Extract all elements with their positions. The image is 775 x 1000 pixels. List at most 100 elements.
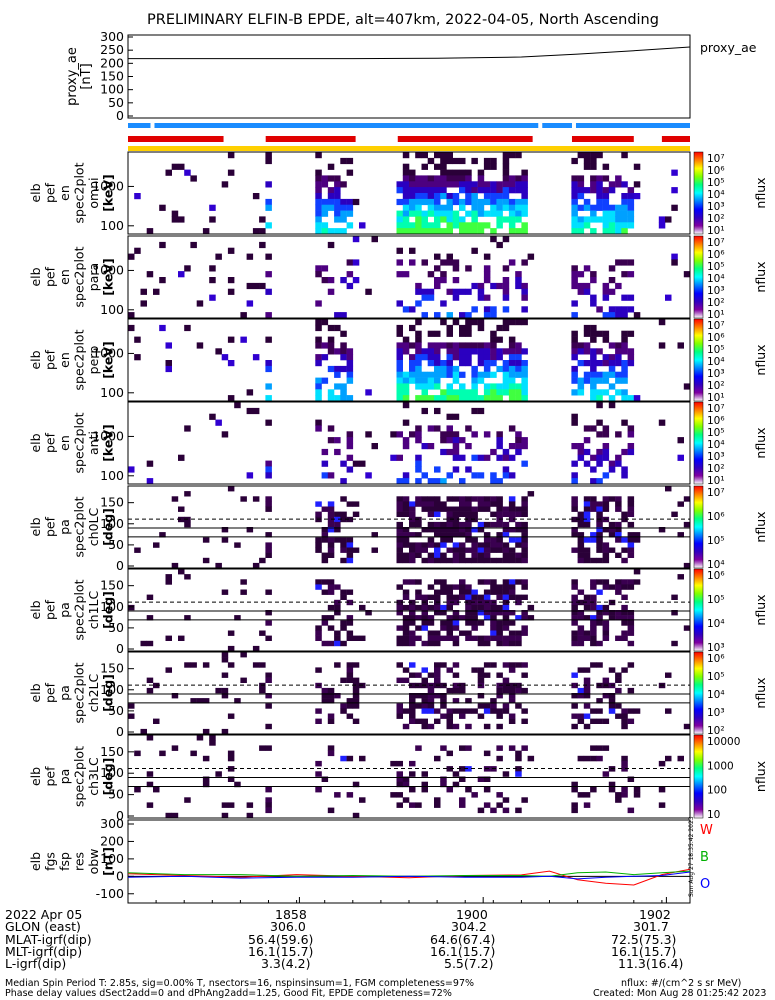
spectrogram-cell xyxy=(465,723,472,730)
spectrogram-cell xyxy=(583,377,591,384)
spectrogram-cell xyxy=(321,460,329,467)
spectrogram-cell xyxy=(496,755,503,762)
spectrogram-cell xyxy=(496,557,503,564)
panel-ylabel: para xyxy=(86,263,101,291)
spectrogram-cell xyxy=(434,210,441,217)
spectrogram-cell xyxy=(346,635,354,641)
spectrogram-cell xyxy=(521,610,528,616)
spectrogram-cell xyxy=(477,703,485,709)
spectrogram-cell xyxy=(184,615,191,621)
spectrogram-cell xyxy=(415,802,422,808)
spectrogram-cell xyxy=(234,781,241,788)
spectrogram-cell xyxy=(346,282,354,290)
spectrogram-cell xyxy=(571,713,578,719)
spectrogram-cell xyxy=(590,181,597,188)
spectrogram-cell xyxy=(409,599,416,606)
spectrogram-cell xyxy=(434,222,441,229)
spectrogram-cell xyxy=(315,228,322,235)
spectrogram-cell xyxy=(415,703,422,709)
spectrogram-cell xyxy=(615,342,622,349)
spectrogram-cell xyxy=(252,407,260,415)
spectrogram-cell xyxy=(571,265,578,272)
panel-ylabel: pef xyxy=(43,682,58,703)
spectrogram-cell xyxy=(596,187,603,194)
spectrogram-cell xyxy=(327,342,335,349)
spectrogram-cell xyxy=(471,395,478,402)
spectrogram-cell xyxy=(171,163,179,170)
spectrogram-cell xyxy=(577,610,585,616)
spectrogram-cell xyxy=(571,193,578,200)
spectrogram-cell xyxy=(434,589,441,595)
spectrogram-cell xyxy=(334,640,341,647)
spectrogram-cell xyxy=(571,312,578,319)
spectrogram-cell xyxy=(508,594,516,600)
spectrogram-cell xyxy=(596,371,603,378)
proxy-ytick-label: 250 xyxy=(100,42,124,57)
fgs-legend-O: O xyxy=(700,877,710,892)
spectrogram-cell xyxy=(346,547,354,553)
spectrogram-cell xyxy=(583,265,591,272)
spectrogram-cell xyxy=(446,175,453,182)
energy-ytick-label: 100 xyxy=(100,468,124,483)
spectrogram-cell xyxy=(627,506,635,512)
spectrogram-cell xyxy=(483,348,491,355)
spectrogram-cell xyxy=(627,547,635,553)
spectrogram-cell xyxy=(621,210,628,217)
spectrogram-cell xyxy=(346,354,354,361)
spectrogram-cell xyxy=(471,247,478,254)
spectrogram-cell xyxy=(621,216,628,223)
spectrogram-cell xyxy=(471,431,478,438)
spectrogram-cell xyxy=(421,542,428,548)
spectrogram-cell xyxy=(571,348,578,355)
colorbar-tick-label: 10¹ xyxy=(707,392,725,404)
spectrogram-cell xyxy=(315,271,322,278)
spectrogram-cell xyxy=(608,667,616,673)
spectrogram-cell xyxy=(321,557,329,564)
spectrogram-cell xyxy=(577,187,585,194)
spectrogram-cell xyxy=(471,371,478,378)
spectrogram-cell xyxy=(583,635,591,641)
spectrogram-cell xyxy=(146,640,154,647)
colorbar-tick-label: 10³ xyxy=(707,707,725,719)
spectrogram-cell xyxy=(327,718,335,724)
spectrogram-cell xyxy=(477,222,485,229)
spectrogram-cell xyxy=(396,271,403,278)
spectrogram-cell xyxy=(409,377,416,384)
spectrogram-cell xyxy=(265,360,272,367)
spectrogram-cell xyxy=(483,163,491,170)
spectrogram-cell xyxy=(396,713,403,719)
panel-ylabel: en xyxy=(57,435,72,451)
spectrogram-frame xyxy=(127,151,691,235)
panel-ylabel: pef xyxy=(43,599,58,620)
spectrogram-cell xyxy=(459,187,466,194)
spectrogram-cell xyxy=(409,802,416,808)
spectrogram-cell xyxy=(434,466,441,473)
spectrogram-cell xyxy=(465,604,472,611)
spectrogram-cell xyxy=(321,620,329,626)
spectrogram-cell xyxy=(577,271,585,278)
spectrogram-cell xyxy=(346,377,354,384)
panel-ylabel: spec2plot xyxy=(72,579,87,640)
spectrogram-cell xyxy=(346,620,354,626)
spectrogram-cell xyxy=(452,682,460,689)
spectrogram-cell xyxy=(321,589,329,595)
spectrogram-cell xyxy=(409,511,416,517)
spectrogram-cell xyxy=(315,389,322,396)
spectrogram-cell xyxy=(415,460,422,467)
panel-ylabel: spec2plot xyxy=(72,662,87,723)
spectrogram-cell xyxy=(434,755,441,762)
spectrogram-cell xyxy=(327,579,335,585)
panel-ylabel: [keV] xyxy=(101,424,116,462)
spectrogram-cell xyxy=(602,718,610,724)
spectrogram-cell xyxy=(602,542,610,548)
spectrogram-cell xyxy=(321,640,329,647)
fgs-series-B xyxy=(127,870,691,877)
spectrogram-cell xyxy=(415,330,422,337)
spectrogram-cell xyxy=(502,703,510,709)
spectrogram-cell xyxy=(521,228,528,235)
spectrogram-cell xyxy=(421,786,428,793)
spectrogram-cell xyxy=(577,589,585,595)
spectrogram-cell xyxy=(521,797,528,803)
spectrogram-cell xyxy=(608,204,616,211)
spectrogram-cell xyxy=(265,312,272,319)
